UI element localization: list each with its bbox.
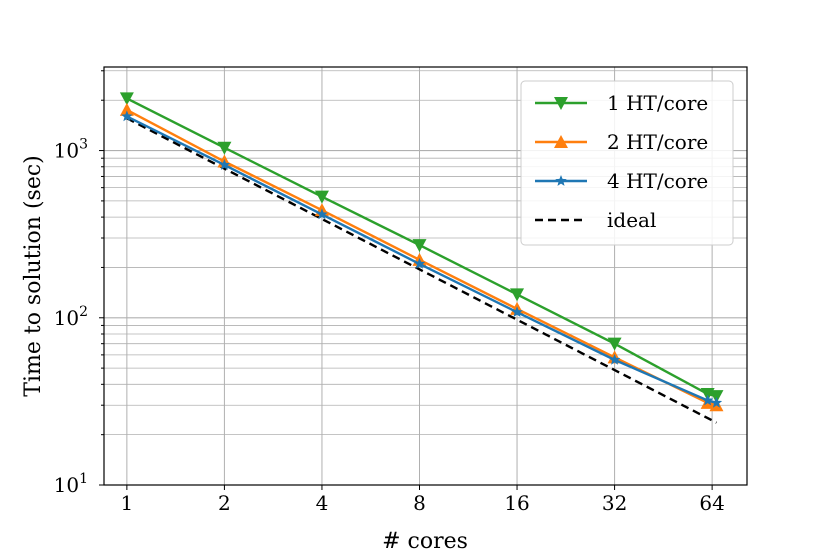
y-tick-exponent: 1 bbox=[79, 471, 88, 487]
series-1-ht-core bbox=[119, 92, 724, 404]
data-point bbox=[412, 239, 427, 253]
data-point bbox=[701, 394, 714, 406]
series-line bbox=[126, 97, 717, 398]
series-4-ht-core bbox=[121, 110, 723, 408]
y-tick-exponent: 2 bbox=[79, 304, 88, 320]
x-tick-label: 32 bbox=[602, 491, 627, 515]
legend-label: ideal bbox=[607, 208, 656, 232]
x-tick-label: 1 bbox=[121, 491, 134, 515]
legend-entry: 2 HT/core bbox=[535, 130, 708, 154]
y-axis-label: Time to solution (sec) bbox=[21, 155, 46, 396]
series-line bbox=[126, 117, 718, 424]
data-point bbox=[316, 208, 328, 220]
x-tick-label: 64 bbox=[699, 491, 724, 515]
data-point bbox=[218, 158, 231, 170]
x-tick-label: 4 bbox=[316, 491, 329, 515]
legend-marker bbox=[555, 175, 567, 186]
data-point bbox=[217, 141, 232, 155]
legend-label: 2 HT/core bbox=[607, 130, 708, 154]
x-tick-label: 2 bbox=[218, 491, 231, 515]
data-point bbox=[608, 353, 621, 365]
plot-lines bbox=[119, 92, 724, 424]
data-point bbox=[121, 110, 133, 122]
series-ideal bbox=[126, 117, 718, 424]
x-tick-label: 8 bbox=[413, 491, 426, 515]
y-tick-base: 10 bbox=[54, 139, 79, 163]
legend-entry: 1 HT/core bbox=[535, 91, 708, 115]
legend-marker bbox=[554, 135, 568, 148]
x-tick-label: 16 bbox=[504, 491, 529, 515]
y-tick-base: 10 bbox=[54, 473, 79, 497]
data-point bbox=[511, 306, 523, 318]
data-point bbox=[710, 396, 723, 408]
data-point bbox=[510, 288, 525, 302]
data-point bbox=[119, 92, 134, 106]
legend-entry: 4 HT/core bbox=[535, 169, 708, 193]
data-point bbox=[119, 102, 134, 116]
y-tick-exponent: 3 bbox=[79, 137, 88, 153]
plot-frame bbox=[103, 66, 748, 486]
y-tick-label: 101 bbox=[54, 471, 88, 497]
y-tick-base: 10 bbox=[54, 306, 79, 330]
legend-marker bbox=[554, 97, 568, 110]
series-line bbox=[126, 108, 717, 407]
series-line bbox=[126, 115, 717, 404]
legend-label: 4 HT/core bbox=[607, 169, 708, 193]
data-point bbox=[413, 257, 426, 269]
legend: 1 HT/core 2 HT/core 4 HT/core ideal bbox=[520, 80, 734, 246]
x-axis-label: # cores bbox=[382, 529, 468, 554]
legend-label: 1 HT/core bbox=[607, 91, 708, 115]
y-tick-label: 102 bbox=[54, 304, 88, 330]
y-tick-label: 103 bbox=[54, 137, 88, 163]
data-point bbox=[709, 390, 724, 404]
data-point bbox=[314, 190, 329, 204]
legend-entry: ideal bbox=[535, 208, 656, 232]
legend-box bbox=[520, 80, 734, 246]
data-point bbox=[607, 337, 622, 351]
